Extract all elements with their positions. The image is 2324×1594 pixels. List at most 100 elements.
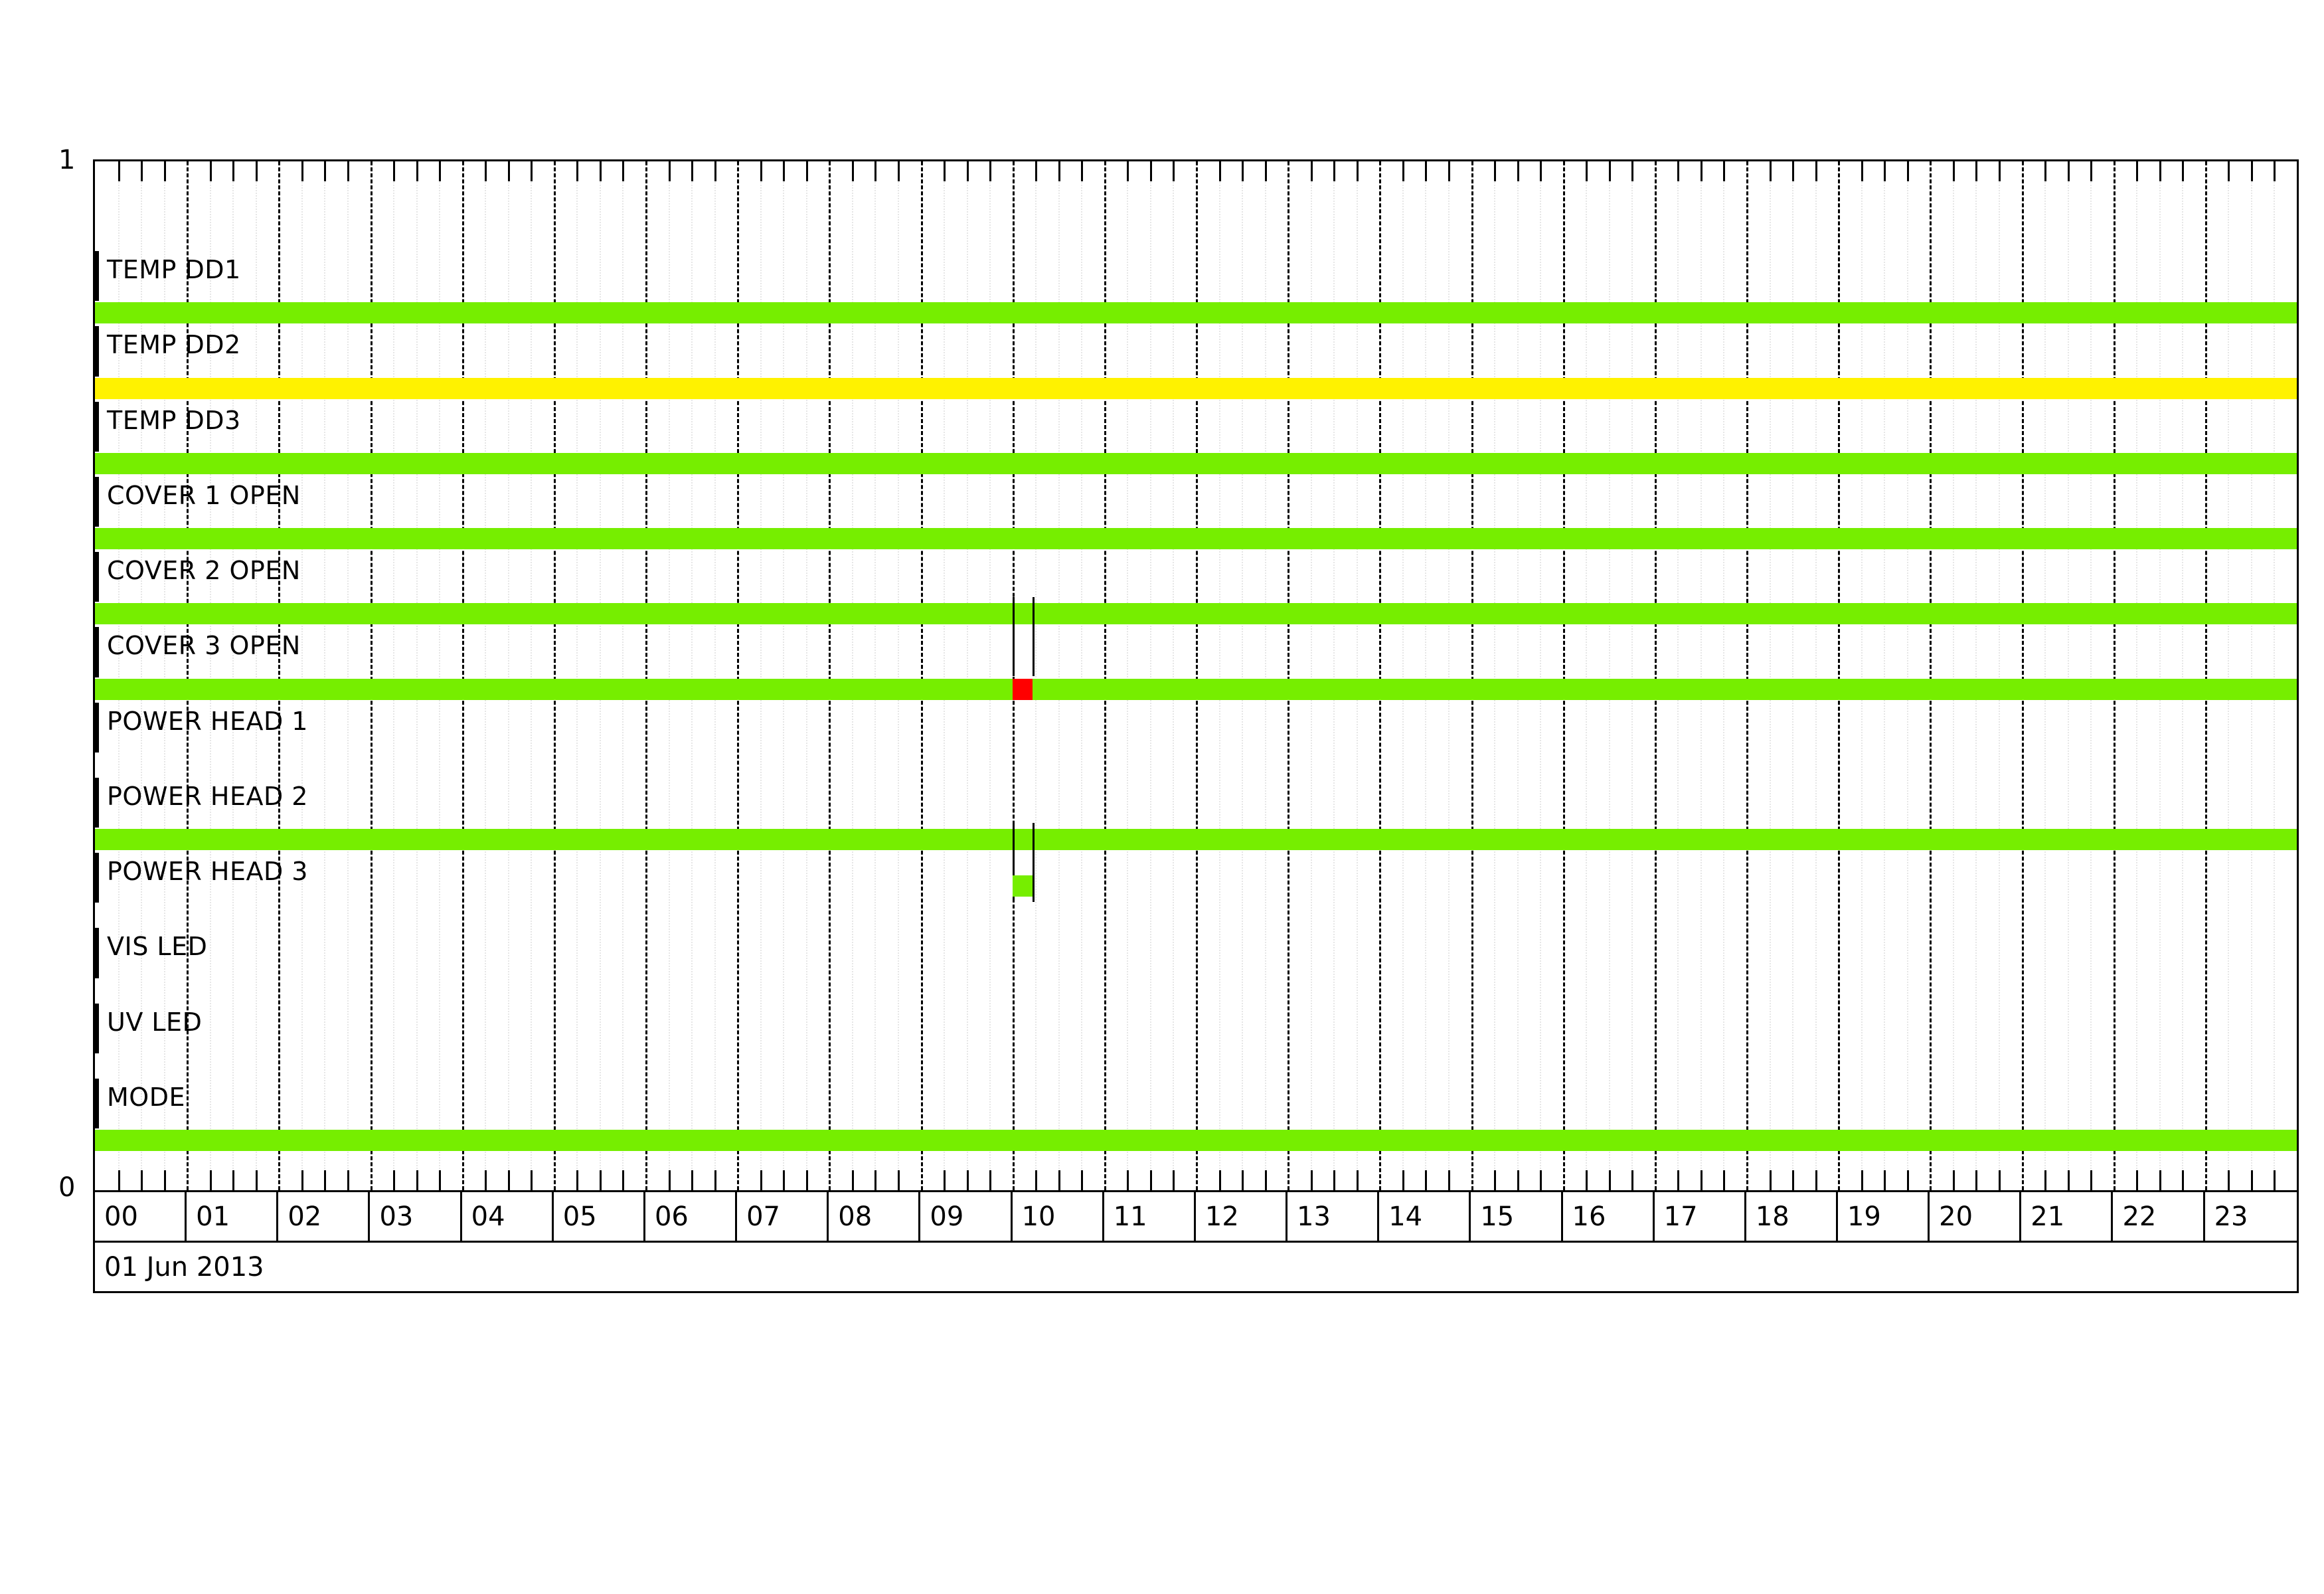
marker-bracket-line-end — [1033, 596, 1035, 676]
hour-label-06[interactable]: 06 — [645, 1192, 738, 1241]
tick-top — [1631, 161, 1634, 181]
gridline-hour — [829, 161, 831, 1190]
status-bar[interactable] — [95, 678, 2297, 700]
tick-bottom — [1540, 1170, 1542, 1190]
hour-label-16[interactable]: 16 — [1563, 1192, 1655, 1241]
hour-label-02[interactable]: 02 — [278, 1192, 371, 1241]
gridline-minor — [1425, 161, 1427, 1190]
hour-label-01[interactable]: 01 — [187, 1192, 279, 1241]
hour-label-23[interactable]: 23 — [2214, 1201, 2248, 1232]
gridline-minor — [668, 161, 670, 1190]
tick-bottom — [416, 1170, 418, 1190]
tick-top — [2159, 161, 2161, 181]
channel-row[interactable]: POWER HEAD 1 — [95, 702, 2297, 778]
channel-row[interactable]: POWER HEAD 3 — [95, 822, 2297, 928]
marker-block-event[interactable] — [1012, 875, 1033, 897]
gridline-minor — [301, 161, 303, 1190]
gridline-minor — [209, 161, 211, 1190]
hour-label-20[interactable]: 20 — [1930, 1192, 2022, 1241]
tick-bottom — [599, 1170, 602, 1190]
tick-top — [1333, 161, 1336, 181]
tick-top — [599, 161, 602, 181]
hour-label-00[interactable]: 00 — [95, 1192, 187, 1241]
tick-bottom — [622, 1170, 625, 1190]
hour-label-05[interactable]: 05 — [554, 1192, 645, 1241]
hour-label-14[interactable]: 14 — [1379, 1192, 1471, 1241]
tick-bottom — [874, 1170, 877, 1190]
channel-row[interactable]: TEMP DD3 — [95, 401, 2297, 477]
hour-label-21[interactable]: 21 — [2021, 1192, 2114, 1241]
channel-row[interactable]: POWER HEAD 2 — [95, 777, 2297, 853]
tick-top — [1769, 161, 1772, 181]
tick-bottom — [1517, 1170, 1519, 1190]
status-bar[interactable] — [95, 1130, 2297, 1151]
hour-label-04[interactable]: 04 — [462, 1192, 554, 1241]
channel-label-cover-1-open: COVER 1 OPEN — [107, 480, 301, 510]
gridline-minor — [1494, 161, 1496, 1190]
gridline-minor — [1173, 161, 1175, 1190]
hour-label-22[interactable]: 22 — [2113, 1192, 2205, 1241]
gridline-minor — [691, 161, 693, 1190]
status-bar[interactable] — [95, 377, 2297, 399]
hour-label-15[interactable]: 15 — [1471, 1192, 1563, 1241]
channel-row[interactable]: COVER 1 OPEN — [95, 476, 2297, 552]
gridline-hour — [1930, 161, 1932, 1190]
marker-bracket-line-end — [1033, 822, 1035, 902]
tick-top — [255, 161, 258, 181]
hour-label-19[interactable]: 19 — [1838, 1192, 1930, 1241]
channel-row[interactable]: VIS LED — [95, 928, 2297, 1003]
channel-label-uv-led: UV LED — [107, 1007, 203, 1037]
channel-row[interactable]: COVER 3 OPEN — [95, 596, 2297, 702]
channel-row[interactable]: MODE — [95, 1078, 2297, 1154]
hour-label-07[interactable]: 07 — [737, 1192, 829, 1241]
tick-top — [2228, 161, 2230, 181]
gridline-minor — [1998, 161, 2000, 1190]
hour-label-13[interactable]: 13 — [1287, 1192, 1380, 1241]
status-bar[interactable] — [95, 528, 2297, 549]
tick-bottom — [485, 1170, 487, 1190]
hour-label-12[interactable]: 12 — [1196, 1192, 1288, 1241]
hour-label-08[interactable]: 08 — [829, 1192, 921, 1241]
tick-bottom — [507, 1170, 510, 1190]
tick-top — [1952, 161, 1955, 181]
marker-block-fault[interactable] — [1012, 678, 1033, 700]
channel-row[interactable]: TEMP DD1 — [95, 251, 2297, 326]
gridline-minor — [1677, 161, 1679, 1190]
channel-row[interactable]: UV LED — [95, 1003, 2297, 1079]
gridline-minor — [1448, 161, 1450, 1190]
gridline-hour — [187, 161, 189, 1190]
hour-label-10[interactable]: 10 — [1013, 1192, 1104, 1241]
channel-row[interactable]: TEMP DD2 — [95, 326, 2297, 401]
hour-label-03[interactable]: 03 — [370, 1192, 462, 1241]
hour-label-18[interactable]: 18 — [1746, 1192, 1838, 1241]
status-bar[interactable] — [95, 302, 2297, 324]
hour-label-09[interactable]: 09 — [920, 1192, 1013, 1241]
gridline-minor — [1035, 161, 1037, 1190]
channel-label-cover-2-open: COVER 2 OPEN — [107, 556, 301, 585]
status-bar[interactable] — [95, 603, 2297, 625]
channel-row[interactable]: COVER 2 OPEN — [95, 552, 2297, 627]
gridline-minor — [989, 161, 991, 1190]
status-bar[interactable] — [95, 452, 2297, 474]
tick-top — [1081, 161, 1084, 181]
gridline-minor — [599, 161, 601, 1190]
gridline-minor — [1952, 161, 1954, 1190]
tick-bottom — [347, 1170, 349, 1190]
tick-bottom — [2182, 1170, 2185, 1190]
status-bar[interactable] — [95, 829, 2297, 850]
tick-top — [714, 161, 716, 181]
tick-bottom — [1700, 1170, 1702, 1190]
tick-top — [851, 161, 854, 181]
gridline-minor — [2228, 161, 2230, 1190]
channel-baseline-stub — [95, 777, 99, 828]
tick-top — [1448, 161, 1450, 181]
tick-top — [1356, 161, 1359, 181]
gridline-minor — [141, 161, 143, 1190]
tick-bottom — [1494, 1170, 1497, 1190]
hour-label-11[interactable]: 11 — [1104, 1192, 1196, 1241]
tick-bottom — [1356, 1170, 1359, 1190]
tick-bottom — [1149, 1170, 1152, 1190]
hour-label-17[interactable]: 17 — [1655, 1192, 1746, 1241]
gridline-minor — [1723, 161, 1725, 1190]
gridline-minor — [255, 161, 257, 1190]
